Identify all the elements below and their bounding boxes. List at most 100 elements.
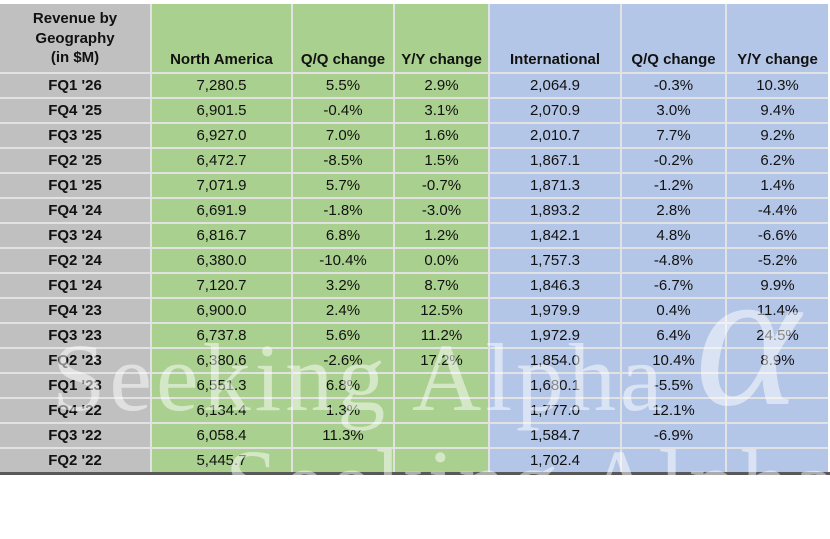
cell-north-america: 6,134.4: [152, 399, 291, 422]
cell-north-america: 5,445.7: [152, 449, 291, 472]
column-header-na-yy-change: Y/Y change: [395, 4, 488, 72]
column-header-north-america: North America: [152, 4, 291, 72]
cell-intl-yy-change: [727, 449, 828, 472]
row-label: FQ2 '24: [0, 249, 150, 272]
row-label: FQ3 '25: [0, 124, 150, 147]
cell-na-qq-change: 1.3%: [293, 399, 393, 422]
cell-international: 1,979.9: [490, 299, 620, 322]
cell-na-qq-change: -8.5%: [293, 149, 393, 172]
cell-intl-qq-change: 4.8%: [622, 224, 725, 247]
cell-intl-qq-change: 3.0%: [622, 99, 725, 122]
cell-intl-qq-change: -0.3%: [622, 74, 725, 97]
cell-na-qq-change: 5.7%: [293, 174, 393, 197]
cell-na-yy-change: [395, 424, 488, 447]
cell-na-yy-change: 12.5%: [395, 299, 488, 322]
cell-north-america: 6,816.7: [152, 224, 291, 247]
corner-header-cell: Revenue by Geography (in $M): [0, 4, 150, 72]
cell-na-yy-change: 17.2%: [395, 349, 488, 372]
cell-na-yy-change: 2.9%: [395, 74, 488, 97]
cell-north-america: 6,380.0: [152, 249, 291, 272]
row-label: FQ4 '24: [0, 199, 150, 222]
cell-intl-yy-change: -5.2%: [727, 249, 828, 272]
cell-na-qq-change: 5.5%: [293, 74, 393, 97]
cell-intl-qq-change: -6.7%: [622, 274, 725, 297]
cell-na-qq-change: 6.8%: [293, 224, 393, 247]
cell-na-yy-change: [395, 449, 488, 472]
cell-intl-yy-change: -6.6%: [727, 224, 828, 247]
row-label: FQ4 '23: [0, 299, 150, 322]
cell-intl-yy-change: [727, 399, 828, 422]
column-header-na-qq-change: Q/Q change: [293, 4, 393, 72]
cell-intl-qq-change: -6.9%: [622, 424, 725, 447]
cell-north-america: 6,472.7: [152, 149, 291, 172]
cell-intl-qq-change: 6.4%: [622, 324, 725, 347]
cell-international: 1,846.3: [490, 274, 620, 297]
row-label: FQ4 '25: [0, 99, 150, 122]
corner-header-line-1: Revenue by: [32, 10, 118, 28]
row-label: FQ1 '26: [0, 74, 150, 97]
cell-north-america: 6,900.0: [152, 299, 291, 322]
cell-north-america: 6,058.4: [152, 424, 291, 447]
cell-na-qq-change: 11.3%: [293, 424, 393, 447]
cell-intl-yy-change: 10.3%: [727, 74, 828, 97]
cell-na-qq-change: 2.4%: [293, 299, 393, 322]
cell-intl-qq-change: -0.2%: [622, 149, 725, 172]
cell-intl-qq-change: 10.4%: [622, 349, 725, 372]
cell-na-qq-change: -2.6%: [293, 349, 393, 372]
cell-intl-qq-change: -1.2%: [622, 174, 725, 197]
cell-north-america: 6,927.0: [152, 124, 291, 147]
cell-na-yy-change: -3.0%: [395, 199, 488, 222]
cell-international: 1,972.9: [490, 324, 620, 347]
cell-international: 1,854.0: [490, 349, 620, 372]
cell-north-america: 6,380.6: [152, 349, 291, 372]
cell-intl-yy-change: 9.4%: [727, 99, 828, 122]
cell-intl-qq-change: [622, 449, 725, 472]
cell-international: 2,070.9: [490, 99, 620, 122]
cell-intl-yy-change: 6.2%: [727, 149, 828, 172]
row-label: FQ1 '23: [0, 374, 150, 397]
cell-north-america: 6,901.5: [152, 99, 291, 122]
cell-international: 1,757.3: [490, 249, 620, 272]
cell-na-qq-change: 7.0%: [293, 124, 393, 147]
cell-na-yy-change: 0.0%: [395, 249, 488, 272]
cell-international: 2,010.7: [490, 124, 620, 147]
cell-international: 1,893.2: [490, 199, 620, 222]
cell-intl-yy-change: 1.4%: [727, 174, 828, 197]
cell-north-america: 6,551.3: [152, 374, 291, 397]
cell-intl-qq-change: 7.7%: [622, 124, 725, 147]
column-header-international: International: [490, 4, 620, 72]
cell-international: 1,702.4: [490, 449, 620, 472]
cell-na-yy-change: [395, 374, 488, 397]
cell-na-yy-change: 3.1%: [395, 99, 488, 122]
cell-north-america: 7,120.7: [152, 274, 291, 297]
cell-na-qq-change: -0.4%: [293, 99, 393, 122]
corner-header-line-2: Geography: [35, 29, 115, 47]
cell-international: 1,680.1: [490, 374, 620, 397]
cell-na-qq-change: [293, 449, 393, 472]
cell-na-yy-change: 1.5%: [395, 149, 488, 172]
cell-international: 1,842.1: [490, 224, 620, 247]
cell-na-qq-change: -1.8%: [293, 199, 393, 222]
cell-intl-yy-change: [727, 424, 828, 447]
row-label: FQ3 '24: [0, 224, 150, 247]
cell-intl-yy-change: [727, 374, 828, 397]
cell-na-yy-change: -0.7%: [395, 174, 488, 197]
row-label: FQ3 '22: [0, 424, 150, 447]
cell-north-america: 7,071.9: [152, 174, 291, 197]
revenue-by-geography-table: Revenue by Geography (in $M) North Ameri…: [0, 4, 828, 472]
column-header-intl-qq-change: Q/Q change: [622, 4, 725, 72]
cell-intl-yy-change: 9.2%: [727, 124, 828, 147]
cell-intl-yy-change: -4.4%: [727, 199, 828, 222]
cell-na-qq-change: 3.2%: [293, 274, 393, 297]
row-label: FQ4 '22: [0, 399, 150, 422]
cell-international: 1,867.1: [490, 149, 620, 172]
row-label: FQ1 '25: [0, 174, 150, 197]
cell-north-america: 7,280.5: [152, 74, 291, 97]
cell-na-yy-change: 1.2%: [395, 224, 488, 247]
row-label: FQ2 '25: [0, 149, 150, 172]
cell-intl-qq-change: -5.5%: [622, 374, 725, 397]
cell-intl-qq-change: 12.1%: [622, 399, 725, 422]
cell-intl-qq-change: 0.4%: [622, 299, 725, 322]
cell-international: 2,064.9: [490, 74, 620, 97]
row-label: FQ2 '22: [0, 449, 150, 472]
